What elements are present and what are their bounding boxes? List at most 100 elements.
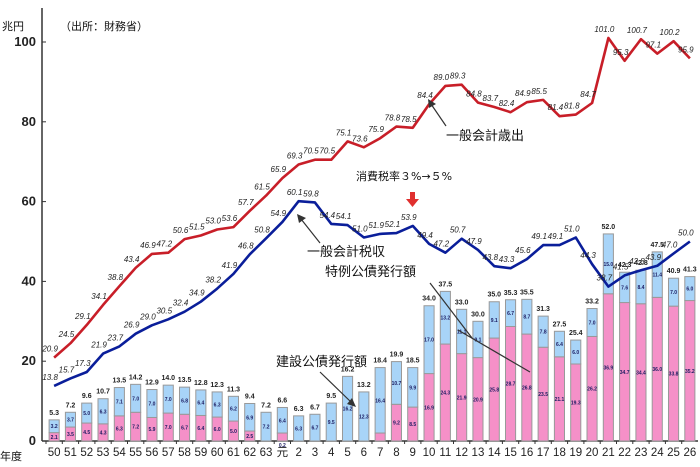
tax-point-label: 46.8 bbox=[238, 241, 254, 250]
x-tick-label: 15 bbox=[504, 447, 517, 459]
x-tick-label: 元 bbox=[277, 447, 289, 459]
tax-point-label: 43.9 bbox=[645, 253, 661, 262]
bar-special-label: 36.9 bbox=[603, 365, 613, 371]
x-tick-label: 18 bbox=[553, 447, 566, 459]
tax-point-label: 50.8 bbox=[254, 225, 270, 234]
bar-total-label: 6.3 bbox=[294, 406, 304, 413]
tax-point-label: 38.2 bbox=[205, 276, 221, 285]
bar-construction-bonds bbox=[488, 301, 500, 339]
bar-construction-label: 9.1 bbox=[474, 337, 481, 343]
tax-point-label: 54.1 bbox=[336, 212, 352, 221]
x-tick-label: 12 bbox=[455, 447, 468, 459]
expenditure-point-label: 53.0 bbox=[205, 217, 221, 226]
bar-special-label: 6.0 bbox=[214, 427, 221, 433]
expenditure-point-label: 82.4 bbox=[499, 99, 515, 108]
tax-point-label: 15.7 bbox=[59, 365, 75, 374]
bar-construction-label: 7.0 bbox=[165, 397, 172, 403]
bar-construction-bonds bbox=[48, 419, 60, 434]
bar-construction-bonds bbox=[293, 415, 305, 442]
expenditure-point-label: 84.4 bbox=[417, 91, 433, 100]
x-tick-label: 63 bbox=[260, 447, 273, 459]
bar-total-label: 27.5 bbox=[553, 321, 567, 328]
bar-construction-label: 6.4 bbox=[556, 342, 563, 348]
bar-special-label: 19.3 bbox=[571, 400, 581, 406]
x-tick-label: 16 bbox=[520, 447, 533, 459]
bar-construction-label: 3.2 bbox=[51, 424, 58, 430]
bar-total-label: 33.2 bbox=[585, 299, 599, 306]
bar-construction-bonds bbox=[553, 330, 566, 358]
line-general-expenditure bbox=[53, 36, 691, 359]
bar-construction-label: 15.0 bbox=[603, 262, 613, 268]
tax-point-label: 47.9 bbox=[466, 237, 482, 246]
bar-special-label: 5.9 bbox=[148, 427, 155, 433]
arrowhead-icon bbox=[347, 398, 356, 407]
bar-construction-label: 8.4 bbox=[637, 285, 644, 291]
tax-point-label: 49.1 bbox=[548, 232, 564, 241]
bar-construction-bonds bbox=[244, 402, 256, 432]
tax-point-label: 43.3 bbox=[499, 255, 515, 264]
x-tick-label: 9 bbox=[410, 447, 416, 459]
bar-total-label: 25.4 bbox=[569, 330, 583, 337]
bar-construction-bonds bbox=[619, 271, 631, 304]
y-tick-label: 60 bbox=[22, 194, 36, 209]
annotation-construction-bonds: 建設公債発行額 bbox=[276, 354, 367, 370]
bar-construction-bonds bbox=[146, 389, 158, 418]
x-tick-label: 11 bbox=[439, 447, 451, 459]
annotation-expenditure-arrow bbox=[430, 103, 447, 127]
expenditure-point-label: 70.5 bbox=[303, 147, 319, 156]
bar-construction-bonds bbox=[162, 384, 174, 414]
bar-construction-label: 6.3 bbox=[100, 409, 107, 415]
bar-special-bonds bbox=[374, 432, 386, 442]
x-tick-label: 13 bbox=[472, 447, 485, 459]
tax-point-label: 21.9 bbox=[90, 341, 107, 350]
bar-total-label: 6.6 bbox=[277, 397, 287, 404]
consumption-tax-arrow-shaft bbox=[410, 192, 415, 200]
tax-point-label: 38.7 bbox=[597, 274, 613, 283]
y-tick-label: 20 bbox=[22, 353, 36, 368]
bar-construction-label: 7.6 bbox=[621, 285, 628, 291]
expenditure-point-label: 100.2 bbox=[660, 28, 681, 37]
x-tick-label: 60 bbox=[211, 447, 224, 459]
bar-total-label: 12.9 bbox=[145, 380, 159, 387]
bar-special-label: 6.4 bbox=[197, 426, 204, 432]
bar-special-label: 0.2 bbox=[279, 443, 286, 449]
bar-total-label: 9.4 bbox=[245, 393, 255, 400]
annotation-tax-revenue: 一般会計税収 bbox=[307, 244, 385, 260]
x-tick-label: 62 bbox=[243, 447, 256, 459]
bar-construction-label: 6.0 bbox=[686, 287, 693, 293]
tax-point-label: 52.1 bbox=[385, 220, 401, 229]
tax-point-label: 41.9 bbox=[222, 261, 238, 270]
bar-construction-label: 16.2 bbox=[343, 407, 353, 413]
bar-special-label: 6.3 bbox=[116, 426, 123, 432]
expenditure-point-label: 65.9 bbox=[271, 165, 287, 174]
bar-special-label: 8.5 bbox=[409, 422, 416, 428]
tax-point-label: 60.1 bbox=[287, 188, 303, 197]
expenditure-point-label: 89.0 bbox=[434, 73, 450, 82]
bar-special-label: 28.7 bbox=[506, 382, 516, 388]
annotation-special-arrow bbox=[429, 282, 473, 339]
expenditure-point-label: 51.5 bbox=[189, 223, 205, 232]
x-tick-label: 6 bbox=[361, 447, 367, 459]
bar-construction-label: 6.4 bbox=[279, 418, 286, 424]
bar-construction-bonds bbox=[178, 386, 191, 415]
bar-construction-label: 6.7 bbox=[507, 311, 514, 317]
expenditure-point-label: 83.7 bbox=[482, 94, 498, 103]
x-tick-label: 58 bbox=[178, 447, 191, 459]
expenditure-point-label: 78.8 bbox=[385, 114, 401, 123]
bar-total-label: 31.3 bbox=[536, 306, 550, 313]
lines bbox=[53, 36, 691, 388]
x-tick-label: 8 bbox=[393, 447, 399, 459]
x-tick-label: 10 bbox=[423, 447, 436, 459]
bar-construction-label: 7.8 bbox=[540, 330, 547, 336]
expenditure-point-label: 97.1 bbox=[645, 41, 661, 50]
expenditure-point-label: 70.5 bbox=[319, 147, 335, 156]
bar-total-label: 19.9 bbox=[390, 352, 404, 359]
expenditure-point-label: 78.5 bbox=[401, 115, 417, 124]
bar-total-label: 11.3 bbox=[227, 386, 240, 393]
annotation-consumption-tax: 消費税率３%→５% bbox=[356, 169, 452, 183]
tax-point-label: 47.0 bbox=[662, 240, 678, 249]
x-tick-label: 17 bbox=[537, 447, 550, 459]
bar-special-label: 21.1 bbox=[555, 397, 565, 403]
bar-special-label: 23.5 bbox=[538, 392, 548, 398]
bar-total-label: 18.5 bbox=[406, 358, 420, 365]
